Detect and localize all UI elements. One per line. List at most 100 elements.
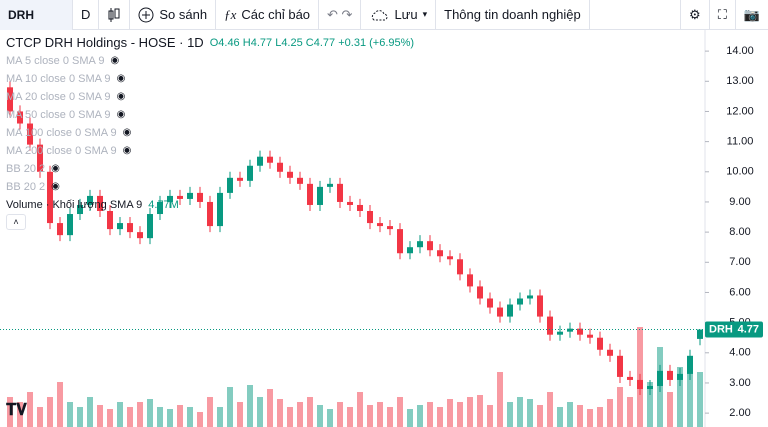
volume-bar [577,405,583,427]
candle-body [287,171,293,178]
c-label: C [305,37,314,49]
y-tick-label: 10.00 [726,166,754,178]
candle-body [137,232,143,239]
study-label: MA 20 close 0 SMA 9 [6,91,111,103]
h-value: 4.77 [250,37,273,49]
study-row: BB 20 2 ◉ [6,178,414,196]
chart-style[interactable] [99,0,131,30]
volume-bar [297,402,303,427]
volume-bar [547,392,553,427]
candle-body [257,156,263,166]
candle-body [557,331,563,335]
candle-body [67,214,73,236]
volume-bar [177,405,183,427]
volume-bar [437,407,443,427]
y-tick-label: 12.00 [726,105,754,117]
volume-bar [427,402,433,427]
volume-bar [127,407,133,427]
candle-body [537,295,543,317]
volume-bar [117,402,123,427]
studies: MA 5 close 0 SMA 9 ◉ MA 10 close 0 SMA 9 ◉ M… [6,52,414,196]
eye-icon[interactable]: ◉ [116,73,126,84]
candle-body [367,211,373,224]
volume-bar [17,402,23,427]
indicators[interactable]: ƒx Các chỉ báo [216,0,320,30]
study-row: MA 5 close 0 SMA 9 ◉ [6,52,414,70]
candle-body [467,274,473,287]
eye-icon[interactable]: ◉ [122,127,132,138]
fx-icon: ƒx [224,6,237,22]
symbol[interactable]: DRH [0,0,73,30]
volume-bar [527,399,533,427]
volume-bar [277,399,283,427]
study-label: BB 20 2 [6,181,46,193]
plus-icon [138,7,154,22]
volume-bar [497,372,503,427]
volume-bar [147,399,153,427]
candle-body [637,379,643,389]
study-row: MA 10 close 0 SMA 9 ◉ [6,70,414,88]
volume-bar [287,407,293,427]
study-row: BB 20 2 ◉ [6,160,414,178]
candle-body [297,177,303,184]
volume-bar [667,392,673,427]
toolbar-right: ⚙ ⛶ 📷 [680,0,768,30]
y-tick-label: 3.00 [729,377,750,389]
candle-body [27,123,33,145]
volume-bar [247,385,253,427]
snapshot[interactable]: 📷 [743,6,760,22]
volume-bar [207,397,213,427]
fullscreen[interactable]: ⛶ [710,0,736,30]
eye-icon[interactable]: ◉ [110,55,120,66]
volume-bar [97,405,103,427]
candle-body [407,247,413,254]
study-row: MA 200 close 0 SMA 9 ◉ [6,142,414,160]
candle-body [427,241,433,251]
eye-icon[interactable]: ◉ [116,109,126,120]
study-label: MA 50 close 0 SMA 9 [6,109,111,121]
volume-bar [347,407,353,427]
compare[interactable]: So sánh [130,0,217,30]
candle-body [277,162,283,172]
candle-body [267,156,273,163]
volume-bar [447,399,453,427]
change: +0.31 (+6.95%) [338,37,415,49]
study-label: BB 20 2 [6,163,46,175]
volume-bar [517,397,523,427]
candle-body [347,201,353,205]
volume-bar [157,407,163,427]
interval[interactable]: D [73,0,100,30]
candle-body [117,223,123,230]
study-row: MA 100 close 0 SMA 9 ◉ [6,124,414,142]
collapse[interactable]: ˄ [6,214,26,230]
tag-price: 4.77 [738,323,759,335]
settings[interactable]: ⚙ [680,0,710,30]
save[interactable]: Lưu ▾ [361,0,437,30]
undo-redo[interactable]: ↶ ↷ [319,0,362,30]
candle-body [237,177,243,181]
volume-bar [397,397,403,427]
study-row: MA 50 close 0 SMA 9 ◉ [6,106,414,124]
l-label: L [275,37,282,49]
legend: CTCP DRH Holdings - HOSE · 1D O4.46 H4.7… [6,34,414,230]
volume-bar [237,402,243,427]
last-price-tag [705,321,763,338]
volume-bar [627,397,633,427]
o-value: 4.46 [218,37,240,49]
legend-title: CTCP DRH Holdings - HOSE · 1D [6,35,204,50]
candle-body [327,183,333,187]
candle-body [477,286,483,299]
eye-icon[interactable]: ◉ [116,91,126,102]
legend-title-row: CTCP DRH Holdings - HOSE · 1D O4.46 H4.7… [6,34,414,52]
indicators-label: Các chỉ báo [241,7,311,22]
eye-icon[interactable]: ◉ [51,181,60,192]
candle-body [357,204,363,212]
company[interactable]: Thông tin doanh nghiệp [436,0,590,30]
volume-bar [57,382,63,427]
eye-icon[interactable]: ◉ [51,163,60,174]
volume-bar [367,405,373,427]
candle-body [527,295,533,299]
candle-body [497,307,503,317]
eye-icon[interactable]: ◉ [122,145,132,156]
y-tick-label: 11.00 [727,136,754,148]
